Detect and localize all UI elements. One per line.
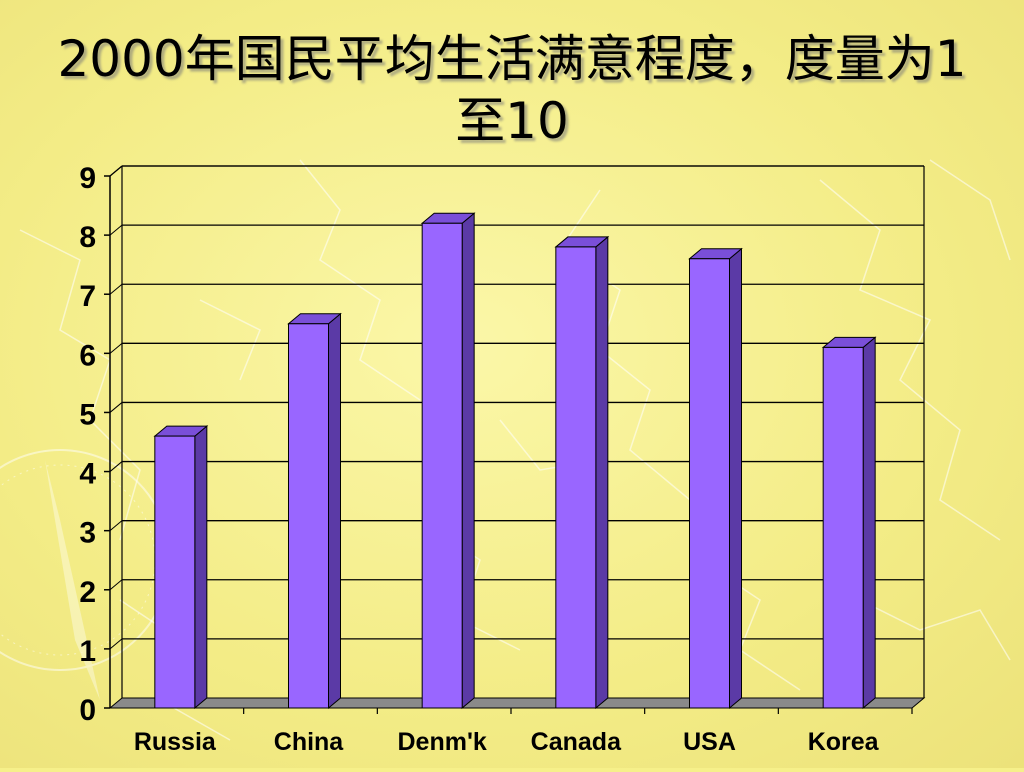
- chart-floor: [108, 697, 926, 709]
- x-tick-label: Korea: [808, 728, 880, 756]
- bar-side: [729, 247, 742, 710]
- gridline-side-6: [109, 342, 123, 354]
- y-tick-label: 0: [79, 694, 96, 727]
- y-tick-label: 6: [79, 339, 96, 372]
- bar-front: [154, 435, 196, 709]
- y-tick-label: 9: [79, 162, 96, 195]
- y-tick-label: 5: [79, 398, 96, 431]
- y-tick-label: 3: [79, 517, 96, 550]
- bars: [153, 212, 877, 710]
- x-tick-label: USA: [683, 728, 736, 756]
- y-tick-label: 1: [79, 635, 96, 668]
- x-tick-label: Russia: [134, 728, 217, 756]
- bar-russia: [153, 425, 209, 710]
- bar-front: [555, 246, 597, 709]
- bar-denmk: [420, 212, 476, 710]
- gridline-side-8: [109, 224, 123, 236]
- chart-back-wall: [109, 165, 925, 708]
- gridline-side-3: [109, 520, 123, 532]
- y-axis-ticks: 0 1 2 3 4 5 6 7 8 9: [79, 162, 110, 727]
- y-tick-label: 4: [79, 458, 96, 491]
- gridline-side-7: [109, 283, 123, 295]
- x-tick-label: Canada: [531, 728, 622, 756]
- gridline-side-1: [109, 638, 123, 650]
- gridline-side-5: [109, 402, 123, 413]
- gridlines: [109, 165, 924, 650]
- gridline-side-4: [109, 461, 123, 472]
- bar-front: [421, 222, 463, 709]
- x-tick-label: Denm'k: [398, 728, 487, 756]
- y-tick-label: 2: [79, 576, 96, 609]
- bar-usa: [688, 247, 743, 710]
- bar-side: [862, 336, 876, 710]
- x-axis-ticks: Russia China Denm'k Canada USA Korea: [134, 708, 913, 756]
- bar-side: [595, 235, 609, 710]
- bar-front: [689, 258, 730, 709]
- y-tick-label: 8: [79, 221, 96, 254]
- slide-title: 2000年国民平均生活满意程度，度量为1至10: [57, 30, 967, 150]
- gridline-side-9: [109, 165, 123, 177]
- bar-side: [194, 425, 208, 710]
- bar-side: [461, 212, 475, 710]
- bar-front: [288, 323, 329, 709]
- bar-korea: [821, 336, 877, 710]
- bar-canada: [554, 235, 610, 710]
- bar-side: [328, 312, 341, 710]
- y-tick-label: 7: [79, 280, 96, 313]
- x-tick-label: China: [274, 728, 345, 756]
- gridline-side-2: [109, 579, 123, 591]
- bar-front: [822, 346, 864, 709]
- bar-china: [287, 312, 342, 710]
